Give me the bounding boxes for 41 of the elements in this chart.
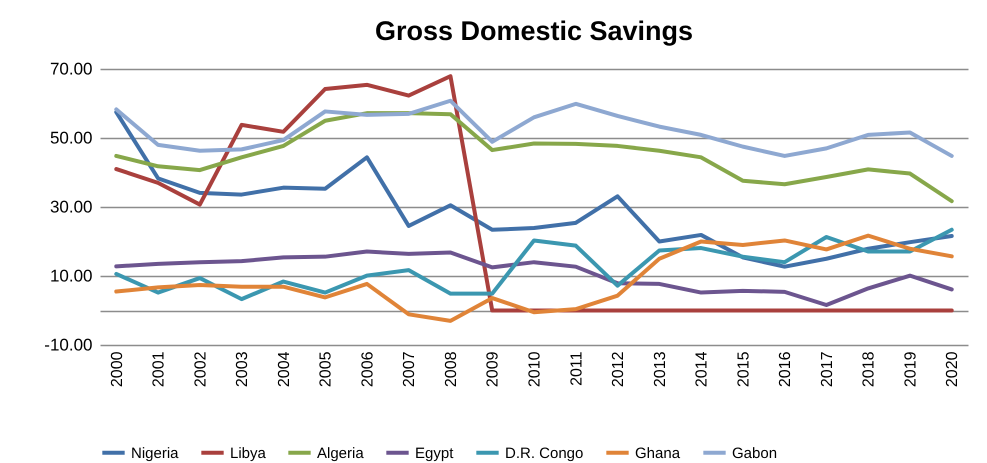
x-tick-label: 2000 [108,351,126,388]
x-tick-label: 2003 [234,351,252,388]
line-series [114,228,954,302]
legend-label: Ghana [635,444,681,462]
x-tick-label: 2004 [276,351,293,388]
y-tick-label: 50.00 [50,128,92,148]
legend-label: Libya [230,444,267,462]
legend-label: Nigeria [131,444,180,462]
legend-label: Egypt [415,444,454,462]
x-tick-label: 2015 [735,351,752,388]
line-series [114,111,954,204]
y-tick-label: -10.00 [44,336,92,354]
y-tick-label: 70.00 [50,60,92,78]
x-tick-label: 2016 [777,351,794,388]
legend-label: D.R. Congo [505,444,584,462]
x-tick-label: 2013 [652,351,669,388]
x-tick-label: 2007 [401,351,418,388]
x-tick-label: 2001 [150,351,168,388]
chart-title: Gross Domestic Savings [374,16,694,46]
x-tick-label: 2019 [902,351,920,388]
x-tick-label: 2017 [818,351,836,388]
x-tick-label: 2005 [318,351,335,388]
y-tick-label: 30.00 [50,198,92,216]
x-tick-label: 2018 [860,351,878,388]
line-series [114,110,954,269]
line-series [114,234,954,323]
x-tick-label: 2008 [442,351,460,388]
x-tick-label: 2010 [526,351,544,388]
x-tick-label: 2012 [610,351,628,388]
x-tick-label: 2002 [192,351,210,388]
x-tick-label: 2020 [944,351,962,388]
x-tick-label: 2009 [484,351,502,388]
legend-label: Algeria [317,444,364,462]
y-tick-label: 10.00 [50,266,92,286]
x-tick-label: 2014 [694,351,711,388]
x-tick-label: 2011 [568,351,586,386]
x-tick-label: 2006 [359,351,376,388]
legend-label: Gabon [732,444,778,462]
line-series [114,98,954,158]
line-series [114,250,954,307]
line-series [114,74,954,312]
